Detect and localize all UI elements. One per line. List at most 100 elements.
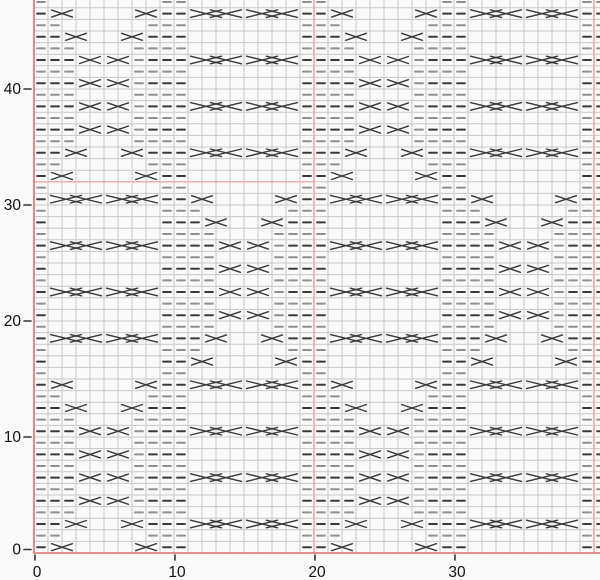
- twist-cross: [358, 102, 382, 111]
- twist-cross: [400, 403, 424, 413]
- cable-cross: [545, 473, 579, 483]
- cable-cross: [405, 333, 439, 343]
- cable-cross: [545, 519, 579, 529]
- twist-cross: [106, 473, 130, 482]
- x-tick-label: 20: [308, 564, 326, 580]
- twist-cross: [218, 287, 242, 297]
- twist-cross: [484, 334, 508, 343]
- twist-cross: [414, 543, 438, 552]
- y-tick-label: 30: [4, 197, 22, 214]
- twist-cross: [78, 450, 102, 459]
- twist-cross: [190, 357, 214, 366]
- twist-cross: [540, 218, 564, 227]
- twist-cross: [120, 148, 144, 158]
- twist-cross: [344, 148, 368, 158]
- twist-cross: [330, 543, 354, 552]
- cable-cross: [69, 194, 103, 204]
- cable-cross: [265, 426, 299, 436]
- twist-cross: [50, 171, 74, 181]
- twist-cross: [386, 125, 410, 134]
- twist-cross: [414, 380, 438, 389]
- twist-cross: [554, 194, 578, 204]
- twist-cross: [358, 55, 382, 65]
- cable-cross: [545, 380, 579, 390]
- twist-cross: [106, 427, 130, 436]
- twist-cross: [246, 264, 270, 273]
- twist-cross: [554, 357, 578, 366]
- twist-cross: [386, 496, 410, 505]
- cable-cross: [125, 333, 159, 343]
- twist-cross: [414, 171, 438, 181]
- twist-cross: [526, 287, 550, 297]
- cable-cross: [489, 9, 523, 19]
- twist-cross: [64, 148, 88, 158]
- twist-cross: [204, 334, 228, 343]
- cable-cross: [209, 426, 243, 436]
- cable-cross: [545, 101, 579, 111]
- cable-cross: [545, 9, 579, 19]
- cable-cross: [405, 241, 439, 251]
- twist-cross: [386, 473, 410, 482]
- twist-cross: [78, 427, 102, 436]
- y-tick-label: 40: [4, 81, 22, 98]
- twist-cross: [246, 241, 270, 250]
- cable-cross: [265, 148, 299, 158]
- twist-cross: [120, 32, 144, 41]
- twist-cross: [106, 125, 130, 134]
- y-tick-label: 0: [12, 542, 21, 559]
- twist-cross: [64, 403, 88, 413]
- twist-cross: [120, 519, 144, 529]
- twist-cross: [400, 519, 424, 529]
- twist-cross: [540, 334, 564, 343]
- twist-cross: [78, 102, 102, 111]
- cable-cross: [489, 101, 523, 111]
- cable-cross: [209, 473, 243, 483]
- cable-cross: [489, 519, 523, 529]
- twist-cross: [386, 102, 410, 111]
- cable-cross: [349, 194, 383, 204]
- twist-cross: [358, 450, 382, 459]
- cable-cross: [125, 194, 159, 204]
- cable-cross: [489, 55, 523, 65]
- twist-cross: [64, 519, 88, 529]
- twist-cross: [400, 148, 424, 158]
- twist-cross: [134, 9, 158, 18]
- twist-cross: [190, 194, 214, 204]
- x-tick-label: 0: [33, 564, 42, 580]
- cable-cross: [405, 194, 439, 204]
- cable-cross: [69, 241, 103, 251]
- twist-cross: [386, 78, 410, 88]
- x-tick-label: 30: [448, 564, 466, 580]
- twist-cross: [498, 287, 522, 297]
- twist-cross: [106, 496, 130, 505]
- twist-cross: [78, 55, 102, 65]
- twist-cross: [386, 427, 410, 436]
- twist-cross: [78, 78, 102, 88]
- twist-cross: [358, 78, 382, 88]
- twist-cross: [218, 241, 242, 250]
- twist-cross: [386, 55, 410, 65]
- cable-cross: [489, 426, 523, 436]
- cable-cross: [405, 287, 439, 297]
- cable-cross: [265, 55, 299, 65]
- cable-cross: [265, 519, 299, 529]
- twist-cross: [106, 55, 130, 65]
- twist-cross: [78, 496, 102, 505]
- twist-cross: [246, 287, 270, 297]
- twist-cross: [50, 543, 74, 552]
- twist-cross: [470, 357, 494, 366]
- twist-cross: [330, 171, 354, 181]
- twist-cross: [218, 264, 242, 273]
- twist-cross: [218, 311, 242, 320]
- twist-cross: [120, 403, 144, 413]
- twist-cross: [526, 311, 550, 320]
- twist-cross: [106, 78, 130, 88]
- x-tick-label: 10: [168, 564, 186, 580]
- cable-cross: [489, 148, 523, 158]
- y-tick-label: 20: [4, 313, 22, 330]
- cable-cross: [545, 426, 579, 436]
- cable-cross: [209, 380, 243, 390]
- twist-cross: [344, 32, 368, 41]
